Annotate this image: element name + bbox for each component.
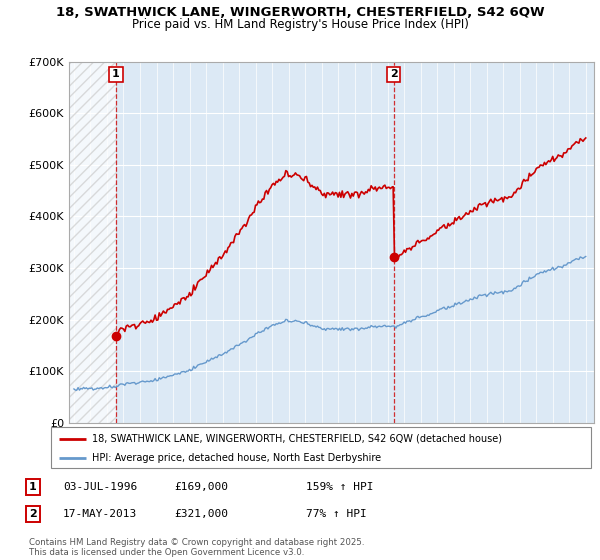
Text: 18, SWATHWICK LANE, WINGERWORTH, CHESTERFIELD, S42 6QW (detached house): 18, SWATHWICK LANE, WINGERWORTH, CHESTER… bbox=[91, 433, 502, 444]
Text: HPI: Average price, detached house, North East Derbyshire: HPI: Average price, detached house, Nort… bbox=[91, 452, 380, 463]
Text: Contains HM Land Registry data © Crown copyright and database right 2025.
This d: Contains HM Land Registry data © Crown c… bbox=[29, 538, 364, 557]
Bar bbox=[69, 62, 116, 423]
Text: 18, SWATHWICK LANE, WINGERWORTH, CHESTERFIELD, S42 6QW: 18, SWATHWICK LANE, WINGERWORTH, CHESTER… bbox=[56, 6, 544, 18]
FancyBboxPatch shape bbox=[51, 427, 591, 468]
Text: £321,000: £321,000 bbox=[174, 509, 228, 519]
Text: £169,000: £169,000 bbox=[174, 482, 228, 492]
Text: 17-MAY-2013: 17-MAY-2013 bbox=[63, 509, 137, 519]
Text: 2: 2 bbox=[390, 69, 398, 80]
Text: 159% ↑ HPI: 159% ↑ HPI bbox=[306, 482, 373, 492]
Text: 1: 1 bbox=[112, 69, 120, 80]
Text: Price paid vs. HM Land Registry's House Price Index (HPI): Price paid vs. HM Land Registry's House … bbox=[131, 18, 469, 31]
Text: 2: 2 bbox=[29, 509, 37, 519]
Text: 1: 1 bbox=[29, 482, 37, 492]
Text: 03-JUL-1996: 03-JUL-1996 bbox=[63, 482, 137, 492]
Text: 77% ↑ HPI: 77% ↑ HPI bbox=[306, 509, 367, 519]
